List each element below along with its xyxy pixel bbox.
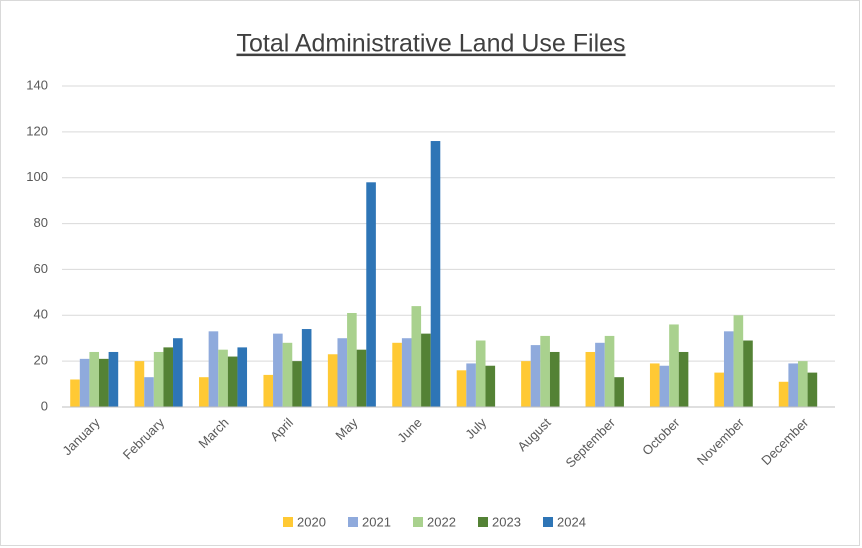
y-tick-label: 20 — [34, 353, 48, 368]
bar — [337, 338, 348, 407]
bar — [163, 347, 174, 407]
bar — [263, 374, 274, 407]
bar — [292, 361, 302, 407]
y-tick-label: 120 — [26, 123, 48, 138]
legend-label: 2022 — [427, 514, 456, 529]
y-tick-label: 140 — [26, 77, 48, 92]
bar — [456, 370, 467, 407]
bar — [530, 345, 541, 407]
legend-swatch — [478, 517, 488, 527]
bar — [89, 351, 100, 407]
bar — [237, 347, 248, 407]
bar — [743, 340, 753, 407]
bar — [218, 349, 228, 407]
bar — [604, 335, 615, 407]
legend-swatch — [413, 517, 423, 527]
bar — [153, 351, 164, 407]
chart-title: Total Administrative Land Use Files — [236, 30, 625, 58]
bar — [401, 338, 412, 407]
legend-item: 2020 — [283, 514, 326, 529]
bar — [108, 351, 119, 407]
bar — [227, 356, 238, 407]
bar — [208, 331, 219, 407]
bar — [79, 358, 90, 407]
legend-item: 2022 — [413, 514, 456, 529]
bar — [807, 372, 818, 407]
y-tick-label: 80 — [34, 215, 48, 230]
bar — [485, 365, 496, 407]
bar — [797, 361, 808, 407]
bar — [475, 340, 486, 407]
legend-swatch — [348, 517, 358, 527]
legend-label: 2021 — [362, 514, 391, 529]
bar — [173, 338, 183, 407]
y-tick-label: 40 — [34, 307, 48, 322]
bar — [421, 333, 431, 407]
bar — [99, 358, 109, 407]
legend-swatch — [543, 517, 553, 527]
bar — [70, 379, 80, 407]
bar — [356, 349, 367, 407]
legend-item: 2021 — [348, 514, 391, 529]
y-tick-label: 100 — [26, 169, 48, 184]
bar — [392, 342, 402, 407]
legend-item: 2024 — [543, 514, 586, 529]
bar — [585, 351, 596, 407]
bar — [199, 377, 209, 407]
bar — [540, 335, 550, 407]
bar — [549, 351, 560, 407]
bar — [347, 312, 357, 407]
bar — [466, 363, 476, 407]
bar — [366, 182, 376, 407]
bar — [614, 377, 624, 407]
bar — [714, 372, 724, 407]
y-tick-label: 60 — [34, 261, 48, 276]
bar — [521, 361, 531, 407]
legend-swatch — [283, 517, 293, 527]
legend-label: 2023 — [492, 514, 521, 529]
bar — [669, 324, 679, 407]
legend-item: 2023 — [478, 514, 521, 529]
bar — [723, 331, 734, 407]
bar — [430, 141, 441, 407]
legend-label: 2020 — [297, 514, 326, 529]
bar — [327, 354, 338, 407]
bar — [282, 342, 293, 407]
bar — [134, 361, 145, 407]
bar — [649, 363, 660, 407]
bar — [778, 381, 789, 407]
legend-label: 2024 — [557, 514, 586, 529]
bar — [595, 342, 605, 407]
bar — [788, 363, 798, 407]
bar — [301, 329, 312, 407]
bar — [144, 377, 154, 407]
bar — [273, 333, 283, 407]
y-tick-label: 0 — [41, 398, 48, 413]
bar — [411, 306, 422, 407]
bar — [659, 365, 670, 407]
bar — [678, 351, 689, 407]
bar — [733, 315, 744, 407]
